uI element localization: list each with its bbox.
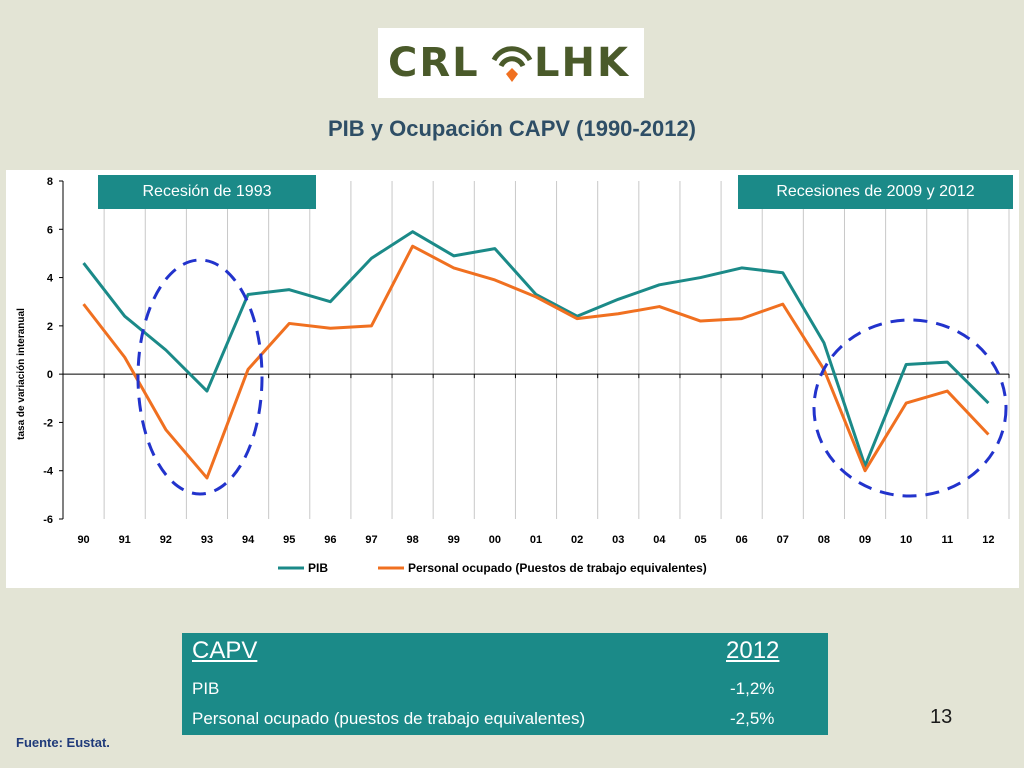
table-row-label: PIB <box>192 679 220 698</box>
x-tick-label: 09 <box>859 534 871 546</box>
recession-2009-2012-callout: Recesiones de 2009 y 2012 <box>738 175 1013 209</box>
series-line-personal <box>82 244 990 480</box>
x-tick-label: 92 <box>160 534 172 546</box>
legend-label: Personal ocupado (Puestos de trabajo equ… <box>408 561 707 575</box>
x-tick-label: 01 <box>530 534 542 546</box>
table-row-label: Personal ocupado (puestos de trabajo equ… <box>192 709 586 728</box>
recession-1993-callout: Recesión de 1993 <box>98 175 316 209</box>
x-tick-label: 98 <box>406 534 418 546</box>
chart-panel: 8 6 4 2 0 -2 -4 -6 90 91 92 93 94 95 96 97 98 99 00 01 02 03 0… <box>6 170 1019 588</box>
x-tick-label: 93 <box>201 534 213 546</box>
x-tick-label: 06 <box>736 534 748 546</box>
x-tick-label: 90 <box>77 534 89 546</box>
logo-text-right: LHK <box>534 40 630 86</box>
page-number: 13 <box>930 706 953 728</box>
x-tick-label: 08 <box>818 534 830 546</box>
x-tick-label: 00 <box>489 534 501 546</box>
y-tick-label: 2 <box>47 321 53 333</box>
x-tick-label: 07 <box>777 534 789 546</box>
highlight-layer <box>136 258 1008 498</box>
y-tick-label: -4 <box>43 466 54 478</box>
y-tick-label: 0 <box>47 369 53 381</box>
y-axis-label: tasa de variación interanual <box>16 308 27 440</box>
legend-label: PIB <box>308 561 328 575</box>
table-row-value: -1,2% <box>730 679 775 698</box>
wifi-icon <box>491 46 533 82</box>
x-tick-label: 04 <box>653 534 666 546</box>
source-note: Fuente: Eustat. <box>16 735 110 750</box>
table-header-label: CAPV <box>192 637 258 664</box>
y-tick-label: 4 <box>47 273 54 285</box>
y-tick-label: 6 <box>47 224 53 236</box>
x-tick-label: 94 <box>242 534 255 546</box>
slide-title: PIB y Ocupación CAPV (1990-2012) <box>327 116 697 141</box>
x-tick-label: 95 <box>283 534 295 546</box>
x-tick-label: 10 <box>900 534 912 546</box>
y-tick-label: -2 <box>43 417 53 429</box>
table-header-year: 2012 <box>726 637 780 664</box>
table-row-value: -2,5% <box>730 709 775 728</box>
x-tick-label: 96 <box>324 534 336 546</box>
series-line-pib <box>82 230 990 468</box>
line-chart: 8 6 4 2 0 -2 -4 -6 90 91 92 93 94 95 96 97 98 99 00 01 02 03 0… <box>16 176 1010 575</box>
x-tick-label: 03 <box>612 534 624 546</box>
x-tick-label: 12 <box>982 534 994 546</box>
grid-layer <box>62 181 1010 519</box>
recession-1993-highlight <box>136 258 264 496</box>
chart-legend: PIB Personal ocupado (Puestos de trabajo … <box>278 561 707 575</box>
logo-text-left: CRL <box>388 40 480 86</box>
x-tick-label: 97 <box>365 534 377 546</box>
recession-2009-2012-highlight <box>812 318 1008 498</box>
y-tick-label: 8 <box>47 176 53 188</box>
x-tick-label: 02 <box>571 534 583 546</box>
crl-lhk-logo: CRL LHK <box>378 28 644 98</box>
x-tick-label: 05 <box>694 534 706 546</box>
series-layer <box>82 230 990 480</box>
x-tick-label: 11 <box>941 534 953 546</box>
x-tick-label: 91 <box>119 534 131 546</box>
axis-layer: 8 6 4 2 0 -2 -4 -6 90 91 92 93 94 95 96 97 98 99 00 01 02 03 0… <box>43 176 1010 546</box>
x-tick-label: 99 <box>448 534 460 546</box>
y-tick-label: -6 <box>43 514 53 526</box>
capv-summary-table: CAPV 2012 PIB -1,2% Personal ocupado (pu… <box>182 633 828 735</box>
